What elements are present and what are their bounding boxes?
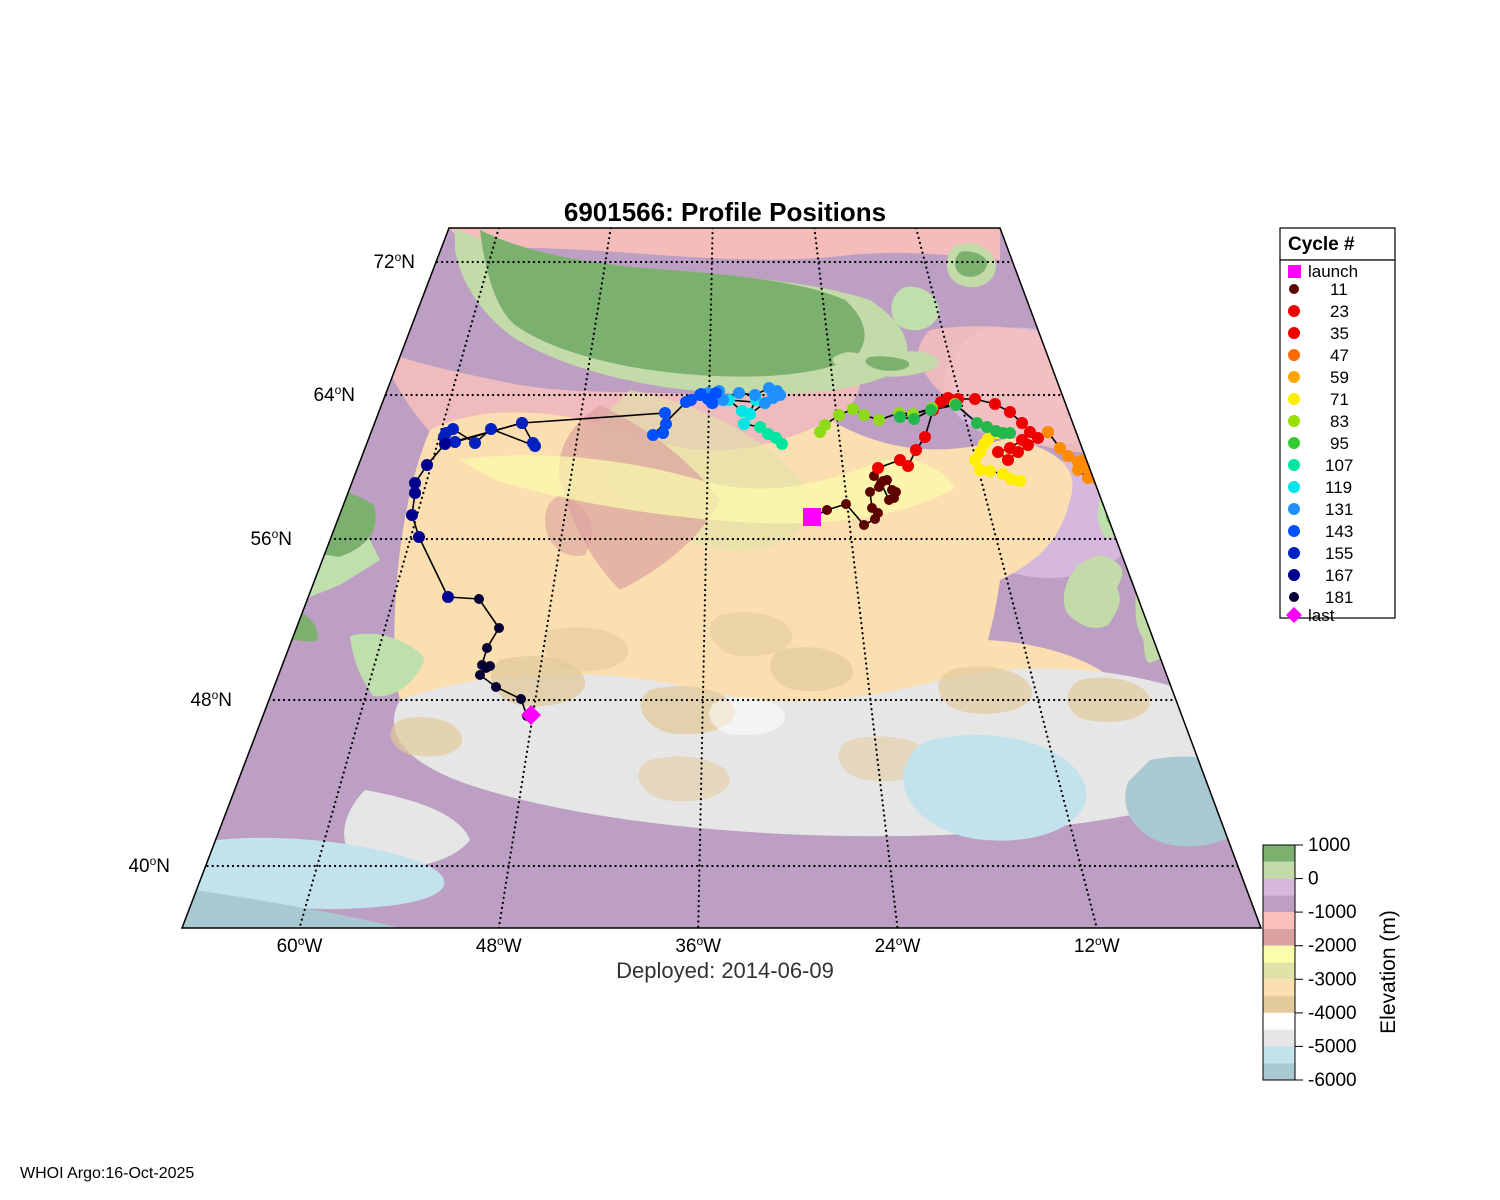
svg-text:72oN: 72oN [373, 250, 415, 273]
svg-text:23: 23 [1330, 302, 1349, 321]
svg-text:-6000: -6000 [1308, 1070, 1357, 1091]
svg-text:11: 11 [1330, 280, 1348, 299]
svg-text:40oN: 40oN [128, 854, 170, 877]
svg-text:119: 119 [1325, 478, 1352, 497]
svg-text:-3000: -3000 [1308, 969, 1357, 990]
svg-text:155: 155 [1325, 544, 1353, 563]
svg-text:83: 83 [1330, 412, 1349, 431]
svg-text:35: 35 [1330, 324, 1349, 343]
svg-text:1000: 1000 [1308, 835, 1350, 856]
svg-text:WHOI Argo:16-Oct-2025: WHOI Argo:16-Oct-2025 [20, 1165, 194, 1182]
svg-text:last: last [1308, 606, 1335, 625]
svg-text:131: 131 [1325, 500, 1353, 519]
svg-text:143: 143 [1325, 522, 1353, 541]
svg-text:-4000: -4000 [1308, 1003, 1357, 1024]
svg-text:0: 0 [1308, 869, 1319, 890]
svg-text:64oN: 64oN [313, 383, 355, 406]
svg-text:launch: launch [1308, 262, 1358, 281]
svg-text:47: 47 [1330, 346, 1349, 365]
svg-text:Deployed: 2014-06-09: Deployed: 2014-06-09 [616, 958, 834, 983]
svg-text:-1000: -1000 [1308, 902, 1357, 923]
svg-text:107: 107 [1325, 456, 1353, 475]
svg-text:59: 59 [1330, 368, 1349, 387]
svg-text:Elevation (m): Elevation (m) [1377, 910, 1400, 1034]
svg-text:56oN: 56oN [250, 527, 292, 550]
svg-text:181: 181 [1325, 588, 1353, 607]
svg-text:6901566: Profile Positions: 6901566: Profile Positions [564, 197, 886, 227]
svg-text:167: 167 [1325, 566, 1353, 585]
svg-text:-2000: -2000 [1308, 936, 1357, 957]
svg-text:48oN: 48oN [190, 688, 232, 711]
svg-text:71: 71 [1330, 390, 1349, 409]
svg-text:95: 95 [1330, 434, 1349, 453]
svg-text:-5000: -5000 [1308, 1036, 1357, 1057]
svg-text:Cycle #: Cycle # [1288, 234, 1355, 255]
